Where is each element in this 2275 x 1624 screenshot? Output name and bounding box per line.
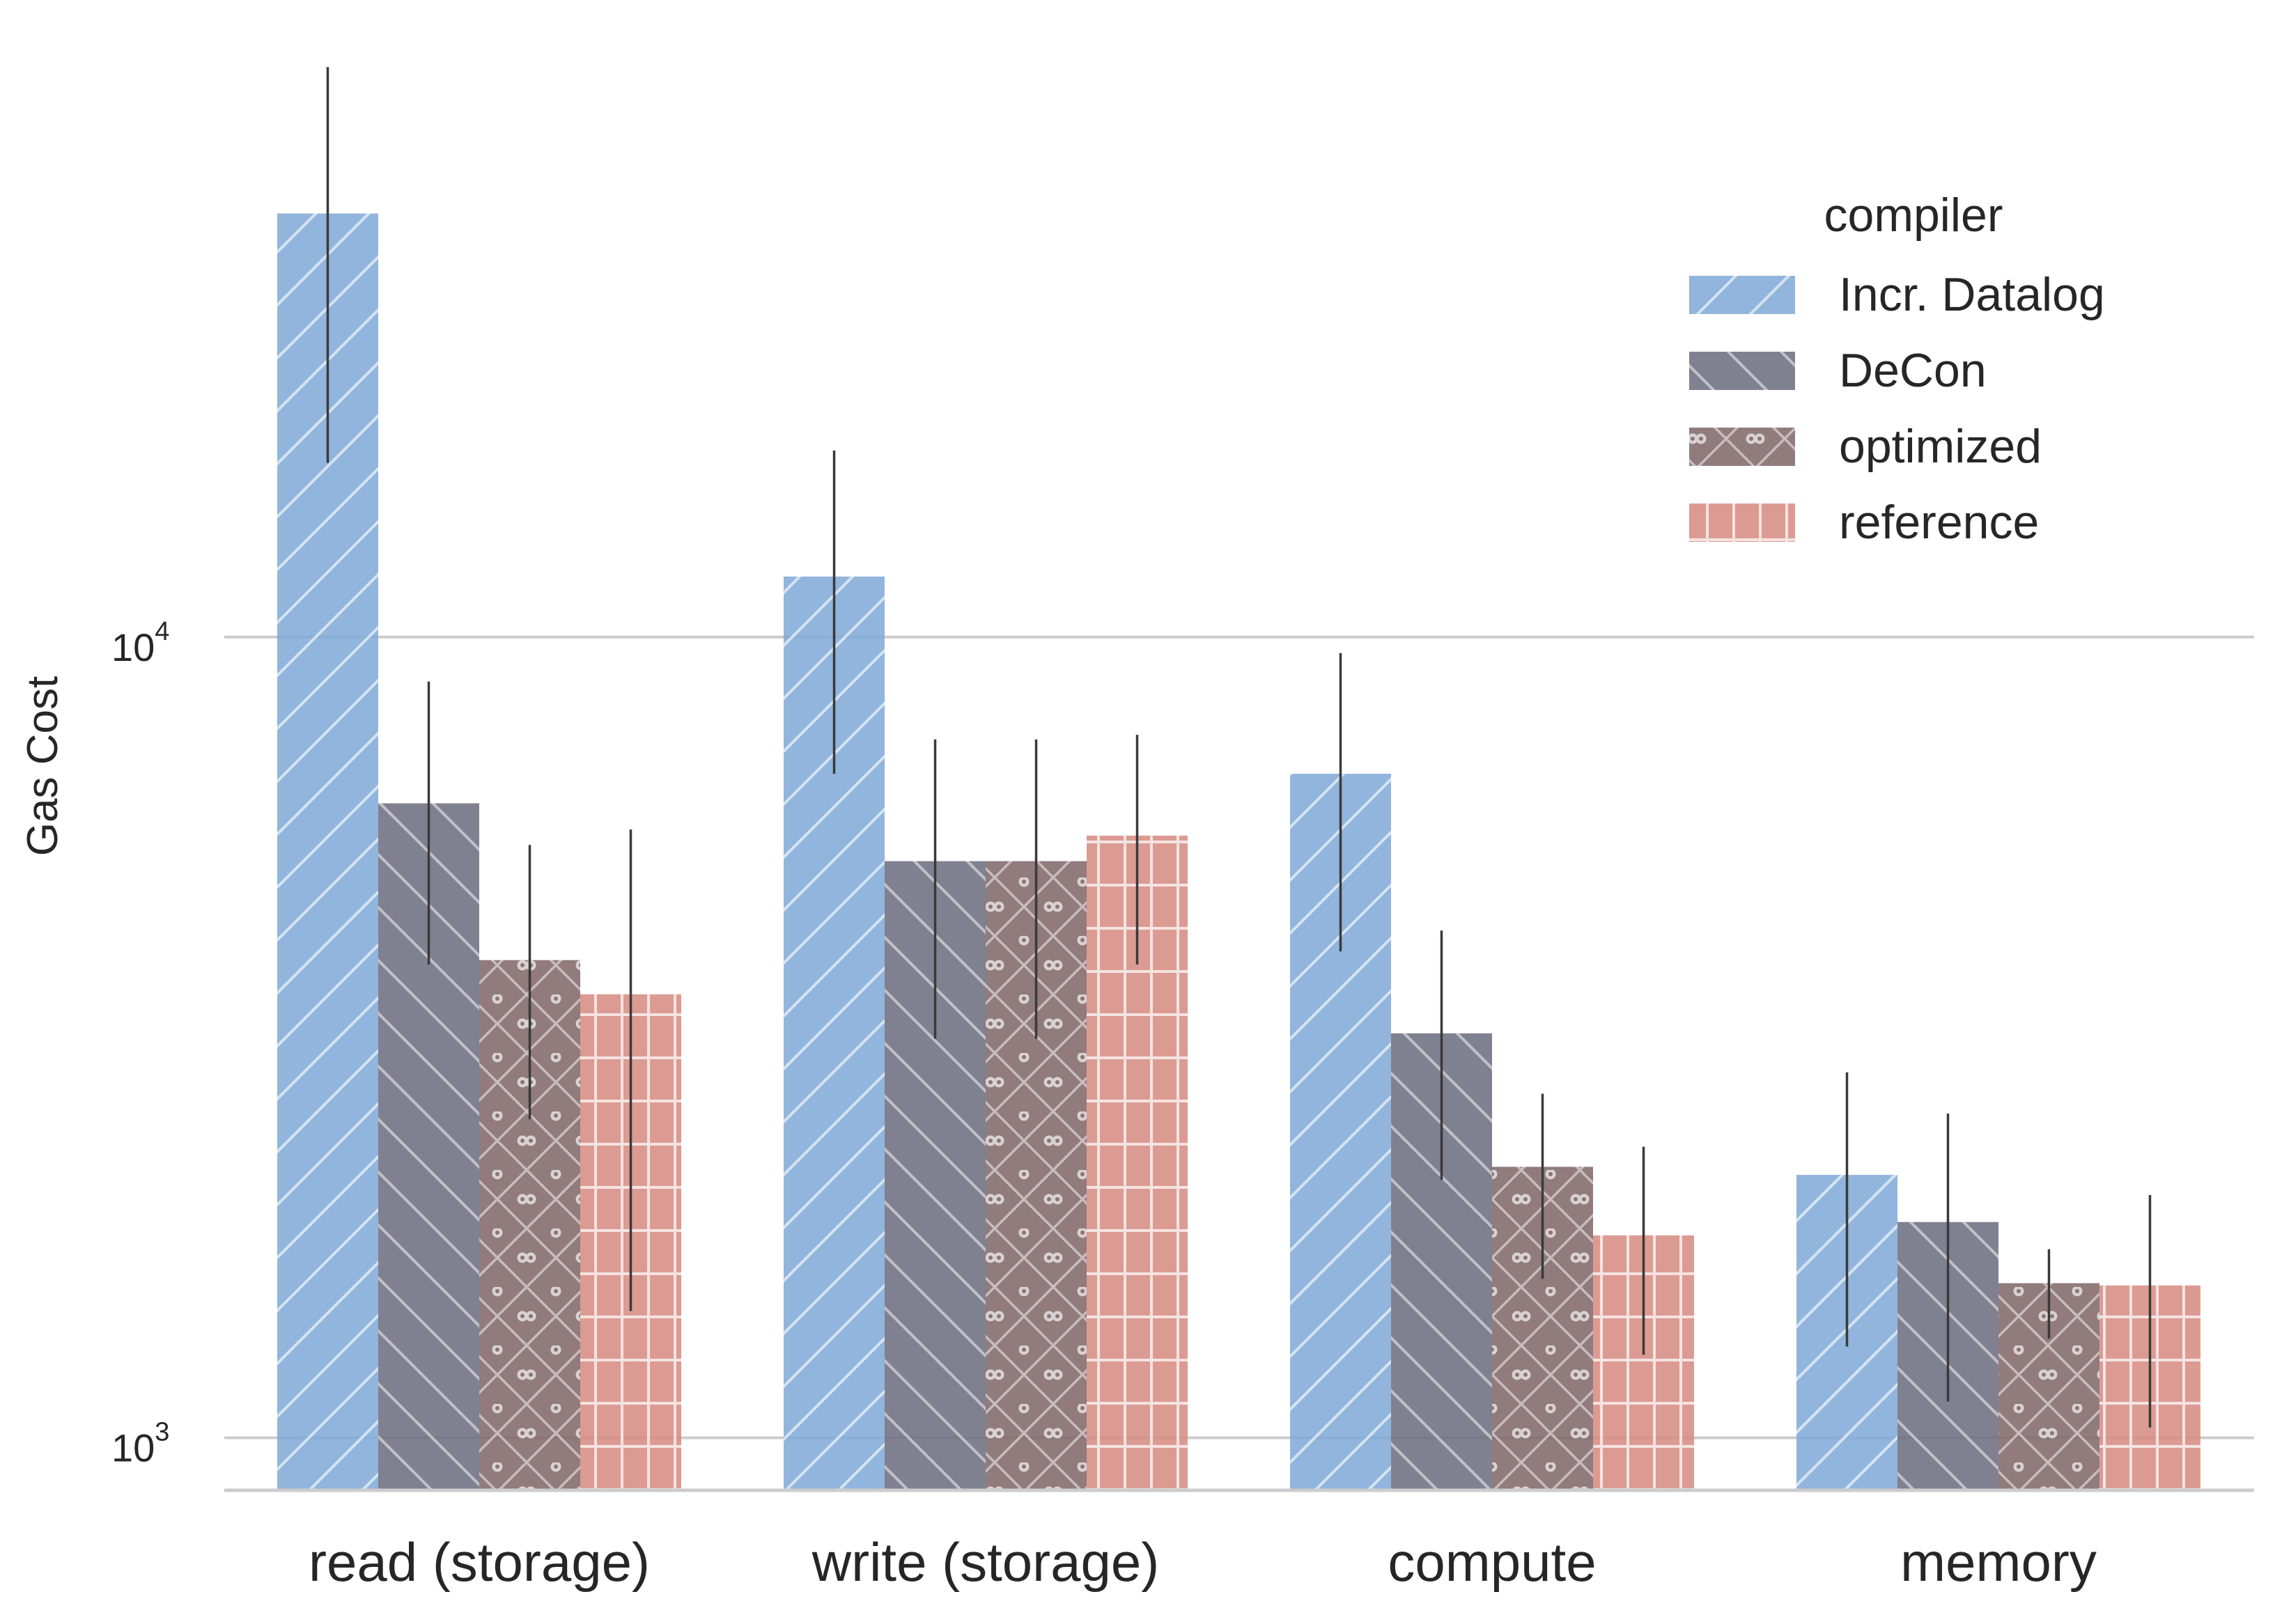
legend-item-2: optimized [1689,420,2042,473]
bar-0-1 [378,803,479,1490]
y-tick-label-1: 104 [111,617,169,669]
legend-label-3: reference [1839,496,2039,549]
y-axis-label: Gas Cost [19,676,67,856]
bar-3-2 [1998,1283,2099,1490]
legend-label-0: Incr. Datalog [1839,268,2105,321]
bar-1-1 [885,861,986,1490]
legend-item-1: DeCon [1689,344,1987,397]
x-tick-label-0: read (storage) [309,1531,650,1593]
legend-title: compiler [1824,189,2003,242]
x-tick-label-3: memory [1900,1531,2097,1593]
bars [277,213,2200,1491]
legend-label-2: optimized [1839,420,2042,473]
legend-item-3: reference [1689,496,2039,549]
y-tick-label-0: 103 [111,1418,169,1470]
error-bars [326,67,2152,1428]
x-tick-labels: read (storage) write (storage) compute memo… [309,1531,2097,1593]
y-tick-labels: 103 104 [111,617,169,1470]
legend: compiler Incr. Datalog DeCon optimized refe… [1689,189,2105,549]
x-tick-label-1: write (storage) [812,1531,1159,1593]
legend-label-1: DeCon [1839,344,1987,397]
x-tick-label-2: compute [1388,1531,1596,1593]
legend-item-0: Incr. Datalog [1689,268,2105,321]
